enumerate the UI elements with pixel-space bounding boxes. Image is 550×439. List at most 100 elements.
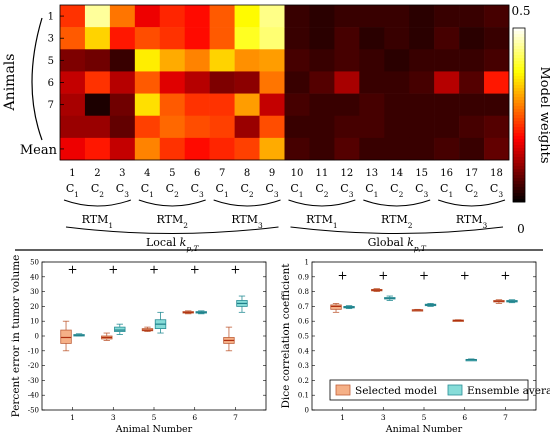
heatmap-cell xyxy=(134,49,161,72)
column-class-label-sub: 3 xyxy=(124,190,129,199)
y-tick-label: 7 xyxy=(48,100,54,111)
column-number-label: 10 xyxy=(291,168,304,179)
colorbar-step xyxy=(513,184,525,188)
x-tick-label: 7 xyxy=(503,413,508,422)
heatmap-cell xyxy=(209,5,235,28)
column-number-label: 15 xyxy=(415,168,428,179)
heatmap-cell xyxy=(384,49,410,72)
colorbar-step xyxy=(513,37,525,41)
column-class-label-sub: 3 xyxy=(498,190,503,199)
heatmap-cell xyxy=(84,93,111,117)
heatmap-cell xyxy=(60,115,86,139)
heatmap-cell xyxy=(409,115,435,139)
x-tick-label: 6 xyxy=(462,413,467,422)
box xyxy=(330,304,342,310)
colorbar-step xyxy=(513,181,525,185)
heatmap-cell xyxy=(334,49,360,72)
y-tick-label-mean: Mean xyxy=(20,143,58,158)
column-number-label: 1 xyxy=(69,168,75,179)
heatmap-cell xyxy=(209,93,235,117)
colorbar-step xyxy=(513,139,525,143)
heatmap-cell xyxy=(159,93,186,117)
rtm-brace xyxy=(437,199,506,207)
column-number-label: 16 xyxy=(440,168,453,179)
heatmap-cell xyxy=(60,93,86,117)
y-tick-label: 10 xyxy=(30,318,39,326)
heatmap-cell xyxy=(84,71,111,94)
rtm-group-label: RTM3 xyxy=(456,213,488,230)
heatmap-cell xyxy=(259,49,285,72)
heatmap-cell xyxy=(359,27,385,50)
heatmap-cell xyxy=(259,5,285,28)
heatmap-cell xyxy=(484,137,510,161)
column-class-label-sub: 2 xyxy=(324,190,329,199)
rtm-group-label-main: RTM xyxy=(157,213,184,226)
y-tick-label: -10 xyxy=(28,347,39,355)
column-class-label-main: C xyxy=(440,182,448,195)
column-class-label-sub: 2 xyxy=(399,190,404,199)
colorbar-step xyxy=(513,121,525,125)
heatmap-cell xyxy=(384,71,410,94)
x-tick-label: 5 xyxy=(422,413,427,422)
column-class-label-sub: 1 xyxy=(374,190,379,199)
colorbar-step xyxy=(513,67,525,71)
heatmap-cell xyxy=(184,93,210,117)
column-class-label-sub: 3 xyxy=(199,190,204,199)
y-tick-label: 0.6 xyxy=(298,318,310,326)
heatmap-cell xyxy=(159,115,186,139)
y-axis-label: Dice correlation coefficient xyxy=(280,263,292,409)
outlier-plus-marker: + xyxy=(378,268,388,282)
heatmap-cell xyxy=(309,5,335,28)
colorbar-step xyxy=(513,148,525,152)
column-number-label: 14 xyxy=(390,168,403,179)
heatmap-cell xyxy=(109,5,136,28)
y-tick-label: 1 xyxy=(305,259,309,267)
heatmap-cell xyxy=(359,137,385,161)
y-tick-label: -40 xyxy=(28,392,39,400)
heatmap-cell xyxy=(384,115,410,139)
y-tick-label: 3 xyxy=(48,34,54,45)
column-class-label: C3 xyxy=(415,182,428,199)
column-class-label-main: C xyxy=(390,182,398,195)
rtm-group-label-sub: 2 xyxy=(408,221,413,230)
column-class-label-main: C xyxy=(365,182,373,195)
y-tick-label: 0.5 xyxy=(298,333,309,341)
heatmap-cell xyxy=(109,115,136,139)
heatmap-cell xyxy=(60,49,86,72)
heatmap-cell xyxy=(134,71,161,94)
colorbar-step xyxy=(513,106,525,110)
heatmap-cell xyxy=(359,5,385,28)
heatmap-cell xyxy=(334,5,360,28)
x-axis-label: Animal Number xyxy=(115,424,193,435)
rtm-group-label-main: RTM xyxy=(82,213,109,226)
heatmap-cell xyxy=(109,27,136,50)
heatmap-cell xyxy=(84,27,111,50)
colorbar-step xyxy=(513,73,525,77)
colorbar-step xyxy=(513,118,525,122)
column-number-label: 6 xyxy=(194,168,200,179)
heatmap-cell xyxy=(459,71,485,94)
column-number-label: 9 xyxy=(269,168,275,179)
column-class-label: C1 xyxy=(440,182,453,199)
y-tick-label: 0.1 xyxy=(298,392,309,400)
colorbar-step xyxy=(513,97,525,101)
heatmap-cell xyxy=(359,49,385,72)
rtm-group-label: RTM1 xyxy=(306,213,337,230)
column-class-label: C1 xyxy=(216,182,229,199)
column-class-label-sub: 1 xyxy=(299,190,304,199)
column-class-label-main: C xyxy=(191,182,199,195)
y-tick-label: 5 xyxy=(48,56,54,67)
y-tick-label: 0.2 xyxy=(298,377,309,385)
y-tick-label: 6 xyxy=(48,78,54,89)
heatmap-cell xyxy=(484,49,510,72)
outlier-plus-marker: + xyxy=(190,262,200,276)
column-class-label-sub: 3 xyxy=(424,190,429,199)
colorbar-step xyxy=(513,103,525,107)
column-class-label: C2 xyxy=(240,182,253,199)
column-number-label: 12 xyxy=(340,168,353,179)
outer-group-label: Global kp,T xyxy=(368,236,427,253)
heatmap-cell xyxy=(434,115,460,139)
heatmap-cell xyxy=(109,93,136,117)
rtm-brace xyxy=(363,199,431,207)
outlier-plus-marker: + xyxy=(338,268,348,282)
